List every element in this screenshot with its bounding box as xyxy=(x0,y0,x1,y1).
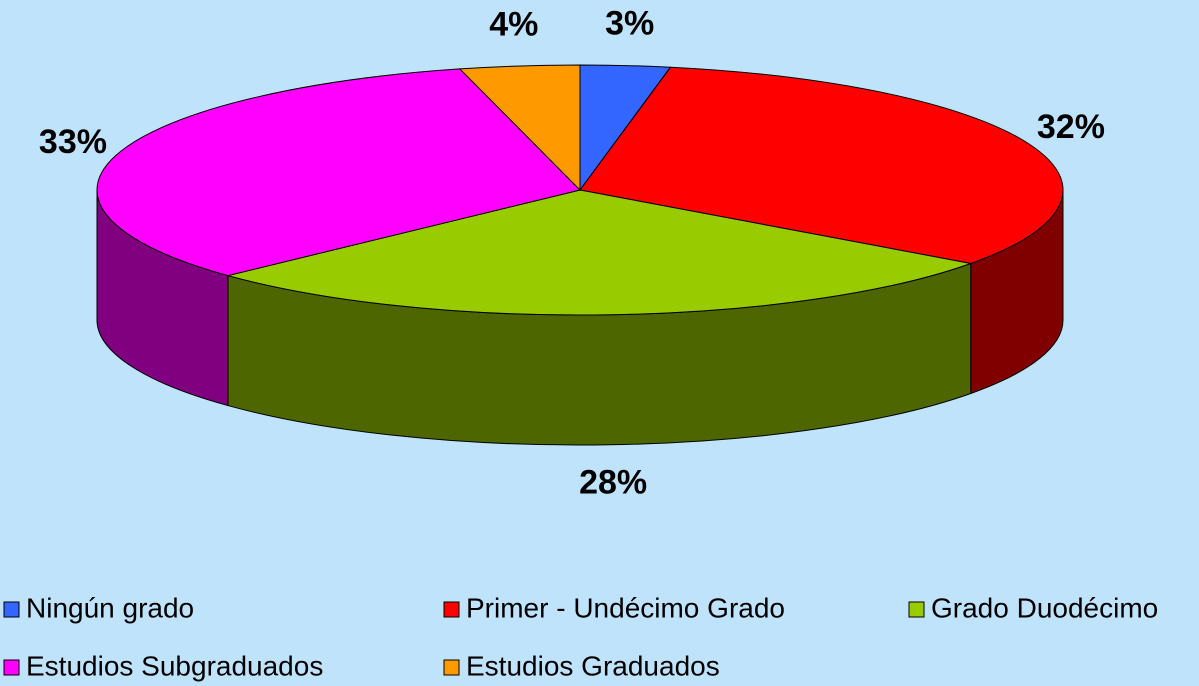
legend-label: Primer - Undécimo Grado xyxy=(466,592,785,623)
slice xyxy=(96,68,581,277)
value-label: 28% xyxy=(579,464,647,502)
legend-label: Ningún grado xyxy=(26,592,194,623)
value-label: 32% xyxy=(1037,108,1105,146)
legend-swatch xyxy=(443,659,460,676)
value-label: 33% xyxy=(39,123,107,161)
value-label: 3% xyxy=(605,5,654,43)
legend-swatch xyxy=(908,601,925,618)
legend-label: Estudios Subgraduados xyxy=(26,650,323,681)
legend-swatch xyxy=(443,601,460,618)
legend-label: Grado Duodécimo xyxy=(931,592,1158,623)
value-label: 4% xyxy=(489,5,538,43)
legend-swatch xyxy=(3,659,20,676)
legend-swatch xyxy=(3,601,20,618)
slice xyxy=(458,64,581,192)
slice xyxy=(225,189,973,316)
slice xyxy=(579,66,1064,264)
legend-label: Estudios Graduados xyxy=(466,650,720,681)
